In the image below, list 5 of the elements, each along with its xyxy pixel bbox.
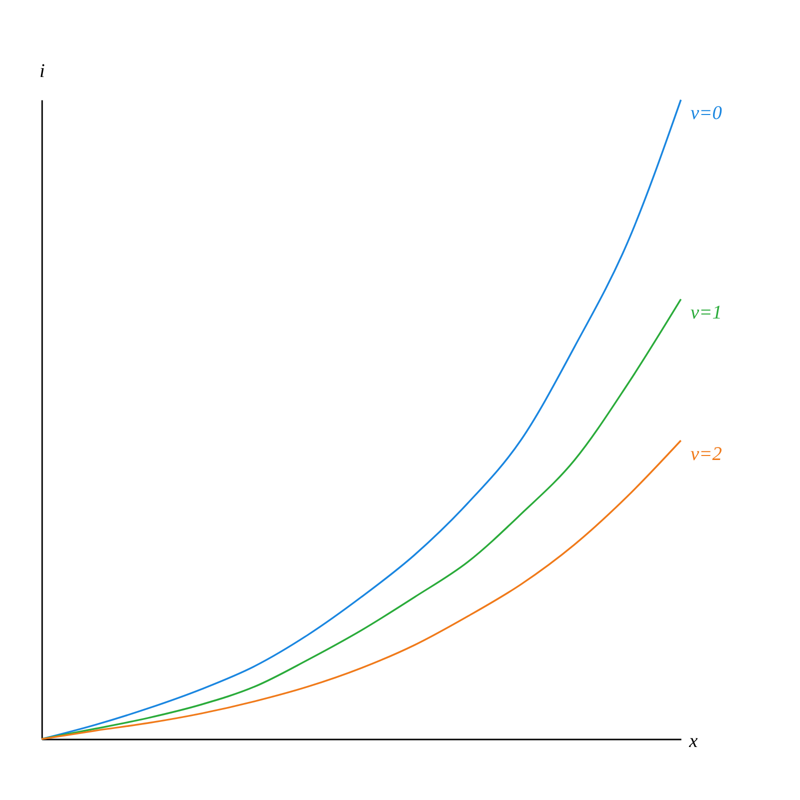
series-label: v=2: [690, 444, 722, 465]
y-axis-title: i: [39, 61, 45, 82]
series-label: v=0: [690, 103, 722, 124]
x-axis-title: x: [688, 731, 698, 752]
series-label: v=1: [690, 302, 722, 324]
